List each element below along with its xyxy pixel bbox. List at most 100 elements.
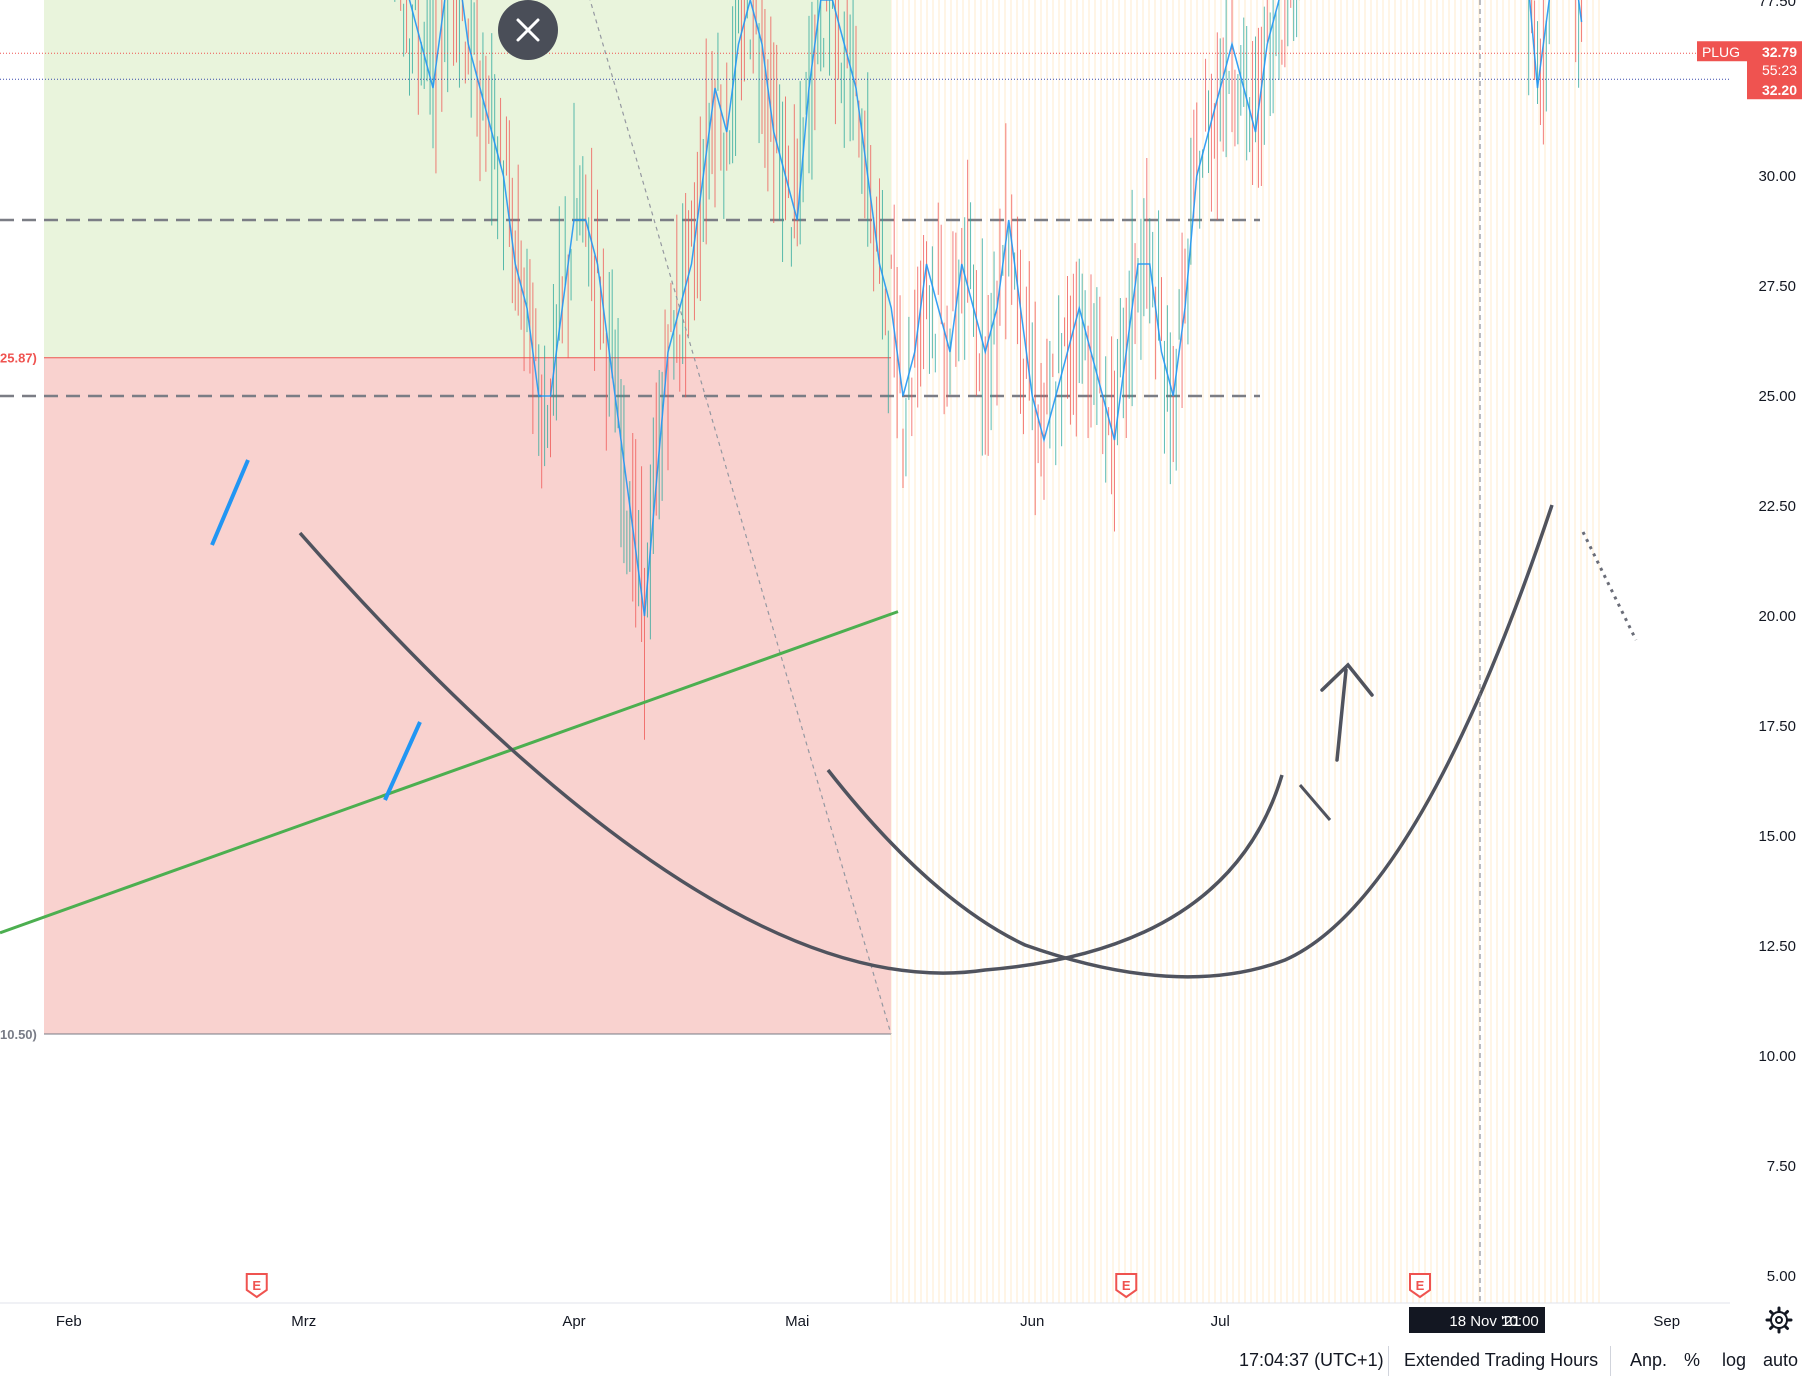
session-stripe <box>1436 0 1438 1303</box>
session-stripe <box>1166 0 1168 1303</box>
status-divider <box>1610 1346 1611 1376</box>
session-stripe <box>1154 0 1156 1303</box>
session-stripe <box>1256 0 1258 1303</box>
session-stripe <box>896 0 898 1303</box>
gear-icon[interactable] <box>1764 1305 1794 1335</box>
session-stripe <box>1058 0 1060 1303</box>
session-stripe <box>1592 0 1594 1303</box>
price-tick-label: 20.00 <box>1758 608 1796 625</box>
adjust-toggle[interactable]: Anp. <box>1630 1350 1668 1370</box>
session-stripe <box>1400 0 1402 1303</box>
symbol-badge-text: PLUG <box>1702 44 1740 60</box>
time-tick-label: Mrz <box>291 1313 316 1330</box>
session-stripe <box>1244 0 1246 1303</box>
drawing-line[interactable] <box>1298 784 1332 821</box>
time-axis[interactable]: FebMrzAprMaiJunJulAugSepOktNov2022 <box>0 1302 1809 1330</box>
session-stripe <box>1346 0 1348 1303</box>
fib-level-label: 25.87) <box>0 351 37 366</box>
session-stripe <box>1376 0 1378 1303</box>
support-trendline[interactable] <box>0 610 899 935</box>
session-stripe <box>950 0 952 1303</box>
time-tick-label: Sep <box>1653 1313 1680 1330</box>
price-axis[interactable]: 75.0072.5070.0067.5065.0062.5060.0057.50… <box>1758 0 1796 1285</box>
session-stripe <box>1412 0 1414 1303</box>
fib-zone <box>44 0 891 358</box>
session-stripe <box>1574 0 1576 1303</box>
time-tick-label: Jun <box>1020 1313 1044 1330</box>
session-stripe <box>938 0 940 1303</box>
session-stripe <box>1502 0 1504 1303</box>
cup-arc[interactable] <box>298 531 1284 975</box>
session-stripe <box>980 0 982 1303</box>
price-tick-label: 15.00 <box>1758 828 1796 845</box>
session-stripe <box>1364 0 1366 1303</box>
price-tick-label: 25.00 <box>1758 388 1796 405</box>
session-stripe <box>1052 0 1054 1303</box>
earnings-icon[interactable]: E <box>1115 1273 1138 1299</box>
earnings-icon[interactable]: E <box>245 1273 268 1299</box>
last-price-text: 32.79 <box>1762 44 1797 60</box>
session-stripe <box>1184 0 1186 1303</box>
session-stripe <box>1226 0 1228 1303</box>
session-stripe <box>1328 0 1330 1303</box>
blue-drawing-line[interactable] <box>210 459 250 546</box>
session-stripe <box>1394 0 1396 1303</box>
session-stripe <box>1418 0 1420 1303</box>
close-drawing-button[interactable] <box>498 0 558 60</box>
price-tick-label: 30.00 <box>1758 168 1796 185</box>
auto-toggle[interactable]: auto <box>1763 1350 1799 1370</box>
session-stripe <box>1028 0 1030 1303</box>
earnings-icon[interactable]: E <box>1409 1273 1431 1299</box>
session-stripe <box>1040 0 1042 1303</box>
session-stripe <box>1286 0 1288 1303</box>
symbol-badge <box>1697 41 1747 62</box>
moving-average-line <box>408 0 1583 617</box>
status-bar: 17:04:37 (UTC+1) Extended Trading Hours … <box>0 1338 1809 1384</box>
price-tick-label: 27.50 <box>1758 278 1796 295</box>
session-stripe <box>962 0 964 1303</box>
fib-retracement[interactable]: 75.63)61.83)50.75)43.07)35.38)25.87)10.5… <box>0 0 891 1042</box>
cup-arc[interactable] <box>826 504 1554 979</box>
log-toggle[interactable]: log <box>1722 1350 1747 1370</box>
session-stripe <box>1082 0 1084 1303</box>
session-stripe <box>1370 0 1372 1303</box>
session-stripe <box>1190 0 1192 1303</box>
session-stripe <box>1382 0 1384 1303</box>
session-stripe <box>1160 0 1162 1303</box>
projection-dotted-line[interactable] <box>1581 531 1638 641</box>
session-stripe <box>1550 0 1552 1303</box>
session-stripe <box>1220 0 1222 1303</box>
session-stripe <box>968 0 970 1303</box>
session-stripe <box>932 0 934 1303</box>
session-stripe <box>992 0 994 1303</box>
session-stripe <box>1532 0 1534 1303</box>
session-stripe <box>1136 0 1138 1303</box>
session-stripe <box>1232 0 1234 1303</box>
session-stripe <box>1352 0 1354 1303</box>
blue-drawing-line[interactable] <box>383 721 422 801</box>
earnings-icon-letter: E <box>252 1278 261 1293</box>
last-price-label <box>1747 41 1802 100</box>
session-stripe <box>1580 0 1582 1303</box>
session-stripe <box>998 0 1000 1303</box>
session-stripe <box>1322 0 1324 1303</box>
percent-toggle[interactable]: % <box>1684 1350 1701 1370</box>
extended-hours-toggle[interactable]: Extended Trading Hours <box>1404 1350 1599 1370</box>
session-stripe <box>1430 0 1432 1303</box>
session-stripe <box>920 0 922 1303</box>
session-stripe <box>1208 0 1210 1303</box>
session-stripe <box>1598 0 1600 1303</box>
arrow-up-icon[interactable] <box>1320 662 1374 762</box>
session-stripe <box>1298 0 1300 1303</box>
session-stripe <box>1262 0 1264 1303</box>
session-stripe <box>1022 0 1024 1303</box>
session-stripe <box>1490 0 1492 1303</box>
session-stripe <box>1568 0 1570 1303</box>
session-stripe <box>1334 0 1336 1303</box>
time-tick-label: Jul <box>1211 1313 1230 1330</box>
session-stripe <box>1094 0 1096 1303</box>
session-stripe <box>1340 0 1342 1303</box>
session-stripe <box>1142 0 1144 1303</box>
